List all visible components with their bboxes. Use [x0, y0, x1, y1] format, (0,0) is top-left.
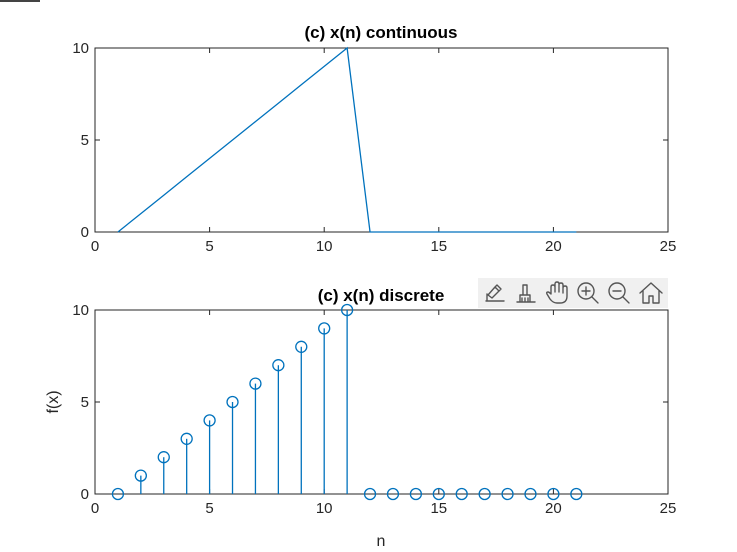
stem-marker: [363, 487, 377, 501]
x-tick-label: 15: [430, 500, 447, 517]
series-line: [117, 46, 577, 233]
chart-title: (c) x(n) continuous: [305, 23, 458, 42]
x-tick-label: 20: [545, 500, 562, 517]
stem-marker: [295, 340, 308, 353]
x-tick-label: 25: [660, 500, 677, 517]
y-tick-label: 0: [81, 224, 89, 241]
x-tick-label: 0: [91, 500, 99, 517]
axes-toolbar: [478, 278, 668, 308]
stem-marker: [226, 395, 239, 409]
zoom-in-icon[interactable]: [575, 281, 601, 305]
x-tick-label: 20: [545, 238, 562, 255]
axes-box: [94, 309, 669, 495]
stem-marker: [478, 487, 491, 501]
y-tick-label: 5: [81, 132, 89, 149]
y-axis-label: f(x): [45, 390, 62, 413]
stem-marker: [249, 377, 262, 390]
x-axis-label: n: [377, 533, 386, 550]
axes-box: [94, 47, 669, 233]
x-tick-label: 15: [430, 238, 447, 255]
home-icon[interactable]: [638, 281, 664, 305]
stem-marker: [180, 432, 193, 445]
axes-discrete[interactable]: (c) x(n) discrete n f(x) 0 5 10 15 20 25 0 5 10: [45, 286, 676, 550]
tick-group: 0 5 10 15 20 25 0 5 10: [72, 302, 676, 517]
stem-marker: [111, 487, 125, 501]
stem-marker: [340, 303, 354, 317]
stem-marker: [455, 487, 468, 501]
stem-marker: [134, 469, 147, 482]
stem-marker: [386, 487, 400, 501]
export-icon[interactable]: [482, 281, 508, 305]
chart-title: (c) x(n) discrete: [318, 286, 445, 305]
x-tick-label: 5: [205, 500, 213, 517]
window-edge: [0, 0, 40, 2]
stem-marker: [318, 322, 331, 335]
stem-marker: [157, 451, 170, 464]
x-tick-label: 10: [316, 238, 333, 255]
zoom-out-icon[interactable]: [606, 281, 632, 305]
y-tick-label: 10: [72, 40, 89, 57]
x-tick-label: 25: [660, 238, 677, 255]
stem-marker: [432, 487, 445, 501]
y-tick-label: 10: [72, 302, 89, 319]
stem-marker: [524, 487, 537, 501]
plot-area: [111, 303, 583, 501]
stem-marker: [570, 487, 583, 501]
x-tick-label: 5: [205, 238, 213, 255]
toolbar-background: [478, 278, 668, 308]
x-tick-label: 10: [316, 500, 333, 517]
tick-group: 0 5 10 15 20 25 0 5 10: [72, 40, 676, 255]
axes-continuous[interactable]: (c) x(n) continuous 0 5 10 15 20 25 0 5 10: [72, 23, 676, 255]
y-tick-label: 5: [81, 394, 89, 411]
stem-marker: [409, 487, 423, 501]
brush-icon[interactable]: [513, 281, 539, 305]
pan-icon[interactable]: [544, 281, 570, 305]
stem-marker: [501, 487, 514, 501]
x-tick-label: 0: [91, 238, 99, 255]
stem-marker: [547, 487, 560, 501]
plot-area: [117, 46, 577, 233]
stem-marker: [203, 414, 216, 427]
stem-marker: [272, 359, 285, 372]
y-tick-label: 0: [81, 486, 89, 503]
